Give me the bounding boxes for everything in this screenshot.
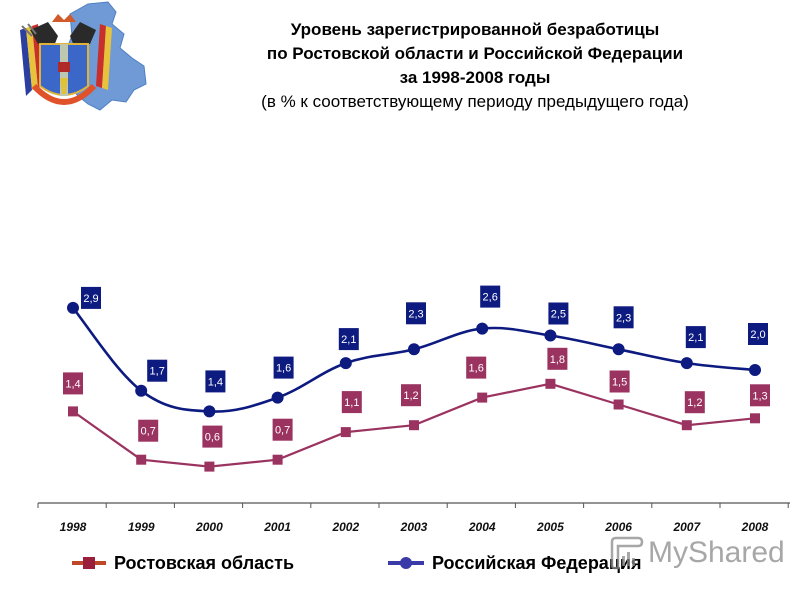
data-label: 1,3 <box>752 390 767 402</box>
data-label-box <box>547 347 568 370</box>
data-label: 2,3 <box>616 312 631 324</box>
data-point-square <box>272 454 283 465</box>
data-label-box <box>273 356 294 379</box>
data-label: 1,2 <box>687 397 702 409</box>
x-tick-label: 2005 <box>536 520 564 534</box>
data-point-square <box>68 406 78 417</box>
data-point-circle <box>339 357 352 370</box>
data-point-circle <box>612 343 625 356</box>
x-tick-label: 2008 <box>741 520 769 534</box>
data-point-circle <box>271 391 284 404</box>
data-point-circle <box>203 405 216 418</box>
data-label-box <box>748 323 768 345</box>
data-point-circle <box>544 329 557 342</box>
legend-label-rostov: Ростовская область <box>114 552 295 573</box>
data-label-box <box>81 286 101 309</box>
x-tick-label: 1998 <box>60 520 87 534</box>
data-label: 2,9 <box>83 293 98 305</box>
data-label: 1,8 <box>550 354 565 366</box>
data-label-box <box>272 418 293 441</box>
data-label: 1,5 <box>612 377 627 389</box>
data-point-circle <box>680 357 693 370</box>
x-tick-label: 2003 <box>400 520 428 534</box>
data-label-box <box>480 285 501 308</box>
data-label: 0,7 <box>141 426 156 438</box>
rostov-oblast-coat-of-arms-map-icon <box>20 1 147 111</box>
chart-title-line-3: за 1998-2008 годы <box>399 68 551 87</box>
data-label-box <box>613 306 634 329</box>
x-tick-label: 2001 <box>263 520 291 534</box>
data-point-square <box>681 420 692 431</box>
data-point-circle <box>476 322 489 335</box>
square-marker-line-icon <box>72 557 106 569</box>
data-label: 2,0 <box>750 329 765 341</box>
data-label-box <box>684 391 705 414</box>
data-label: 1,4 <box>65 378 80 390</box>
x-tick-label: 2002 <box>331 520 359 534</box>
data-label-box <box>609 370 630 393</box>
data-label: 1,6 <box>469 363 484 375</box>
data-label: 0,7 <box>275 425 290 437</box>
data-label-box <box>341 391 362 414</box>
data-point-circle <box>135 384 148 397</box>
data-label: 2,1 <box>688 332 703 344</box>
data-label-box <box>548 302 569 325</box>
chart-title-block: Уровень зарегистрированной безработицы п… <box>200 18 750 114</box>
data-label-box <box>63 372 83 395</box>
watermark-text: MyShared <box>648 536 785 569</box>
x-tick-label: 2006 <box>604 520 632 534</box>
data-label-box <box>205 370 226 393</box>
data-point-circle <box>749 364 761 376</box>
data-label-box <box>338 328 359 351</box>
circle-marker-line-icon <box>388 557 424 569</box>
data-label-box <box>147 359 168 382</box>
data-point-square <box>613 399 624 410</box>
data-label-box <box>138 419 159 442</box>
data-label-box <box>685 326 706 349</box>
data-label-box <box>466 356 487 379</box>
data-point-circle <box>67 301 79 314</box>
region-logo <box>8 0 148 120</box>
data-label-box <box>202 425 223 448</box>
legend-label-russia: Российская Федерация <box>432 552 642 573</box>
data-label: 2,5 <box>551 309 566 321</box>
data-label-box <box>750 384 770 407</box>
chart-subtitle: (в % к соответствующему периоду предыдущ… <box>261 92 689 111</box>
chart-title-line-2: по Ростовской области и Российской Федер… <box>266 44 684 63</box>
data-label: 1,7 <box>150 366 165 378</box>
data-label: 1,6 <box>276 363 291 375</box>
data-label: 0,6 <box>205 432 220 444</box>
chart-title-line-1: Уровень зарегистрированной безработицы <box>290 20 660 39</box>
data-point-circle <box>408 343 420 356</box>
data-point-square <box>409 420 419 431</box>
data-point-square <box>340 427 351 438</box>
legend-item-rostov: Ростовская область <box>72 550 294 576</box>
data-point-square <box>136 454 147 465</box>
legend-item-russia: Российская Федерация <box>388 550 641 576</box>
data-point-square <box>477 392 488 403</box>
data-label-box <box>401 384 421 407</box>
data-label: 1,4 <box>208 376 223 388</box>
data-point-square <box>750 413 760 424</box>
x-tick-label: 2000 <box>195 520 223 534</box>
data-label: 2,1 <box>341 334 356 346</box>
data-point-square <box>545 378 556 389</box>
x-tick-label: 1999 <box>128 520 155 534</box>
data-label: 2,6 <box>483 292 498 304</box>
data-point-square <box>204 461 215 472</box>
data-label-box <box>406 302 426 325</box>
watermark: MyShared <box>608 536 785 570</box>
x-tick-label: 2004 <box>468 520 496 534</box>
data-label: 1,2 <box>403 390 418 402</box>
data-label: 1,1 <box>344 397 359 409</box>
chart-legend: Ростовская область Российская Федерация <box>0 550 800 580</box>
x-tick-label: 2007 <box>672 520 701 534</box>
data-label: 2,3 <box>408 308 423 320</box>
presentation-scroll-icon <box>610 536 644 570</box>
